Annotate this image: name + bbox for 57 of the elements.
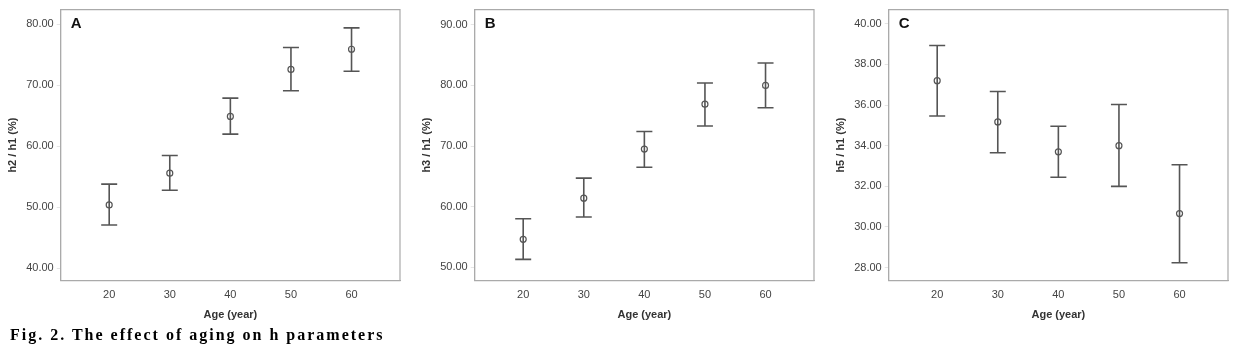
point [347, 45, 356, 53]
y-axis-title: h5 / h1 (%) [833, 117, 846, 173]
x-tick-label: 60 [345, 288, 358, 301]
x-axis-title: Age (year) [1031, 308, 1086, 321]
point [105, 201, 113, 209]
point [226, 112, 234, 121]
y-tick-label: 70.00 [440, 139, 468, 152]
point [1175, 209, 1184, 218]
y-tick-label: 60.00 [440, 199, 468, 212]
x-axis-title: Age (year) [617, 308, 672, 321]
point [287, 65, 295, 74]
x-tick-label: 60 [759, 288, 772, 301]
x-tick-label: 30 [991, 288, 1004, 301]
x-tick-label: 50 [698, 288, 712, 301]
point [1115, 142, 1123, 150]
y-tick-label: 28.00 [854, 260, 882, 273]
point [166, 169, 174, 177]
point [701, 100, 709, 108]
y-axis-title: h3 / h1 (%) [419, 117, 432, 173]
x-tick-label: 40 [1052, 288, 1065, 301]
x-tick-label: 20 [931, 288, 944, 301]
x-tick-label: 50 [284, 288, 298, 301]
caption: Fig. 2. The effect of aging on h parameters [9, 326, 386, 344]
y-tick-label: 32.00 [854, 179, 882, 192]
x-tick-label: 50 [1112, 288, 1126, 301]
y-tick-label: 30.00 [854, 220, 882, 232]
y-tick-label: 60.00 [26, 139, 54, 152]
annotation: B [484, 14, 496, 32]
x-tick-label: 20 [103, 288, 116, 301]
x-tick-label: 60 [1173, 288, 1186, 301]
point [933, 77, 941, 85]
x-tick-label: 30 [163, 288, 176, 301]
y-axis-title: h2 / h1 (%) [5, 117, 18, 173]
annotation: A [70, 14, 82, 32]
y-tick-label: 40.00 [26, 261, 54, 274]
point [580, 194, 588, 202]
x-axis-title: Age (year) [203, 308, 258, 321]
x-tick-label: 40 [224, 288, 237, 301]
point [1054, 148, 1062, 156]
y-tick-label: 50.00 [440, 260, 468, 273]
point [640, 145, 648, 153]
point [519, 235, 527, 243]
y-tick-label: 40.00 [854, 16, 882, 29]
y-tick-label: 50.00 [26, 200, 54, 213]
y-tick-label: 36.00 [854, 98, 882, 111]
x-tick-label: 30 [577, 288, 590, 301]
y-tick-label: 34.00 [854, 138, 882, 151]
x-tick-label: 20 [517, 288, 530, 301]
x-tick-label: 40 [638, 288, 651, 301]
point [761, 81, 770, 89]
y-tick-label: 90.00 [440, 17, 468, 30]
annotation: C [898, 14, 910, 32]
y-tick-label: 38.00 [854, 57, 882, 70]
y-tick-label: 80.00 [26, 17, 54, 30]
point [994, 118, 1002, 126]
y-tick-label: 70.00 [26, 78, 54, 91]
y-tick-label: 80.00 [440, 78, 468, 91]
